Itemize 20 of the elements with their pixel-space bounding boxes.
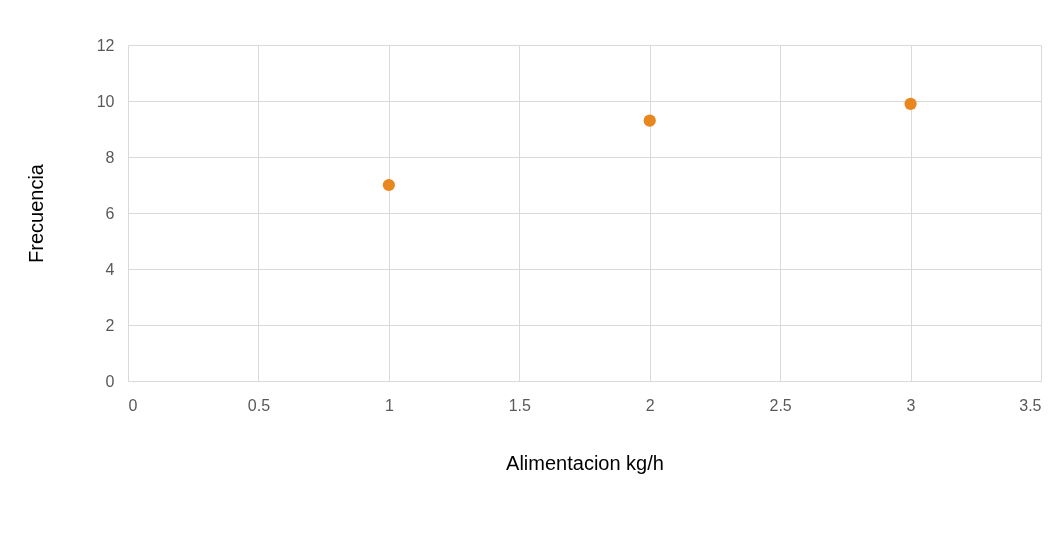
- x-tick-label: 1: [384, 396, 394, 414]
- x-tick-label: 3: [906, 396, 916, 414]
- point: [643, 114, 656, 127]
- y-tick-label: 8: [105, 148, 115, 166]
- x-axis-title: Alimentacion kg/h: [506, 451, 664, 474]
- y-tick-label: 2: [105, 316, 115, 334]
- x-tick-label: 1.5: [508, 396, 531, 414]
- y-tick-label: 10: [96, 92, 115, 110]
- x-tick-label: 0: [128, 396, 138, 414]
- x-tick-label: 2.5: [769, 396, 792, 414]
- y-tick-label: 4: [105, 260, 115, 278]
- point: [904, 97, 917, 110]
- y-tick-label: 0: [105, 372, 115, 390]
- x-tick-label: 3.5: [1019, 396, 1042, 414]
- x-tick-label: 0.5: [247, 396, 271, 414]
- y-tick-label: 6: [105, 204, 115, 222]
- y-tick-label: 12: [96, 36, 115, 54]
- x-tick-label: 2: [645, 396, 655, 414]
- y-axis-title: Frecuencia: [24, 163, 47, 263]
- point: [382, 178, 395, 192]
